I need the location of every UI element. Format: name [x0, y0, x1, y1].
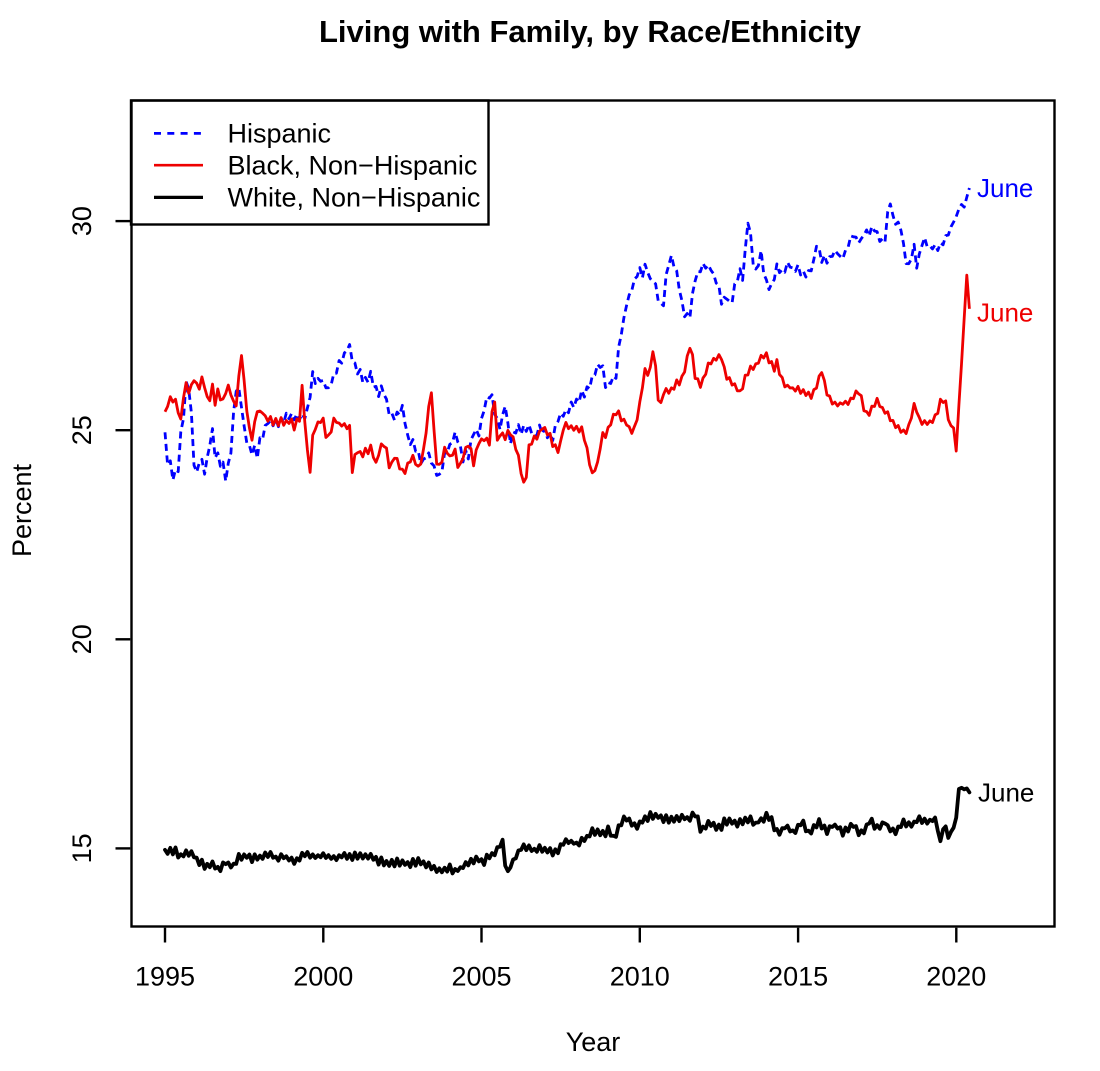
svg-text:2015: 2015 — [768, 962, 828, 992]
svg-text:June: June — [977, 173, 1033, 203]
svg-text:20: 20 — [67, 624, 97, 654]
svg-text:Year: Year — [566, 1027, 621, 1057]
svg-text:30: 30 — [67, 206, 97, 236]
svg-text:White, Non−Hispanic: White, Non−Hispanic — [228, 183, 481, 213]
svg-text:1995: 1995 — [135, 962, 195, 992]
svg-text:Hispanic: Hispanic — [228, 119, 332, 149]
svg-text:25: 25 — [67, 415, 97, 445]
svg-text:2010: 2010 — [610, 962, 670, 992]
svg-text:15: 15 — [67, 833, 97, 863]
svg-text:2000: 2000 — [293, 962, 353, 992]
svg-text:June: June — [978, 778, 1034, 808]
svg-text:2005: 2005 — [451, 962, 511, 992]
svg-text:2020: 2020 — [926, 962, 986, 992]
svg-text:Percent: Percent — [7, 463, 37, 557]
svg-text:June: June — [977, 297, 1033, 327]
svg-text:Living with Family, by Race/Et: Living with Family, by Race/Ethnicity — [319, 14, 862, 49]
svg-text:Black, Non−Hispanic: Black, Non−Hispanic — [228, 150, 478, 180]
